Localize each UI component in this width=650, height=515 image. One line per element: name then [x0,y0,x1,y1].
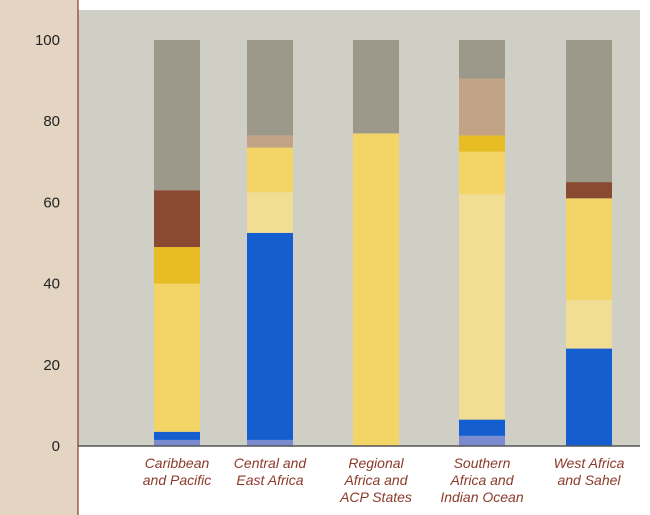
category-label: Southern Africa and Indian Ocean [440,455,523,505]
category-label: Central and East Africa [234,455,308,488]
bar-segment [154,283,200,432]
y-tick-label: 0 [52,438,60,455]
bar-segment [247,232,293,440]
y-axis-panel [0,0,78,515]
bar-segment [566,348,612,446]
bar-segment [154,190,200,248]
bar-segment [154,247,200,284]
bar-segment [247,147,293,193]
bar-segment [566,198,612,300]
bar-segment [459,419,505,436]
bars [154,40,612,446]
bar-segment [247,40,293,136]
bar-segment [459,151,505,195]
bar-segment [353,40,399,134]
category-label: Caribbean and Pacific [143,455,211,488]
bar-segment [459,435,505,446]
bar-segment [154,431,200,440]
bar-segment [247,439,293,446]
bar-segment [566,299,612,349]
bar-segment [566,40,612,183]
bar-segment [459,194,505,420]
bar-segment [459,78,505,136]
y-tick-label: 40 [43,276,60,293]
bar-segment [247,192,293,233]
y-tick-label: 80 [43,113,60,130]
y-tick-label: 60 [43,194,60,211]
category-labels: Caribbean and Pacific Central and East Afri… [143,455,625,505]
bar-segment [459,40,505,79]
category-label: Regional Africa and ACP States [339,455,412,505]
bar-segment [247,135,293,148]
bar-segment [154,40,200,191]
y-tick-labels: 0 20 40 60 80 100 [35,32,60,455]
bar-segment [154,439,200,446]
bar-segment [353,133,399,446]
y-tick-label: 100 [35,32,60,49]
bar-segment [459,135,505,152]
y-tick-label: 20 [43,357,60,374]
category-label: West Africa and Sahel [554,455,625,488]
bar-segment [566,182,612,199]
